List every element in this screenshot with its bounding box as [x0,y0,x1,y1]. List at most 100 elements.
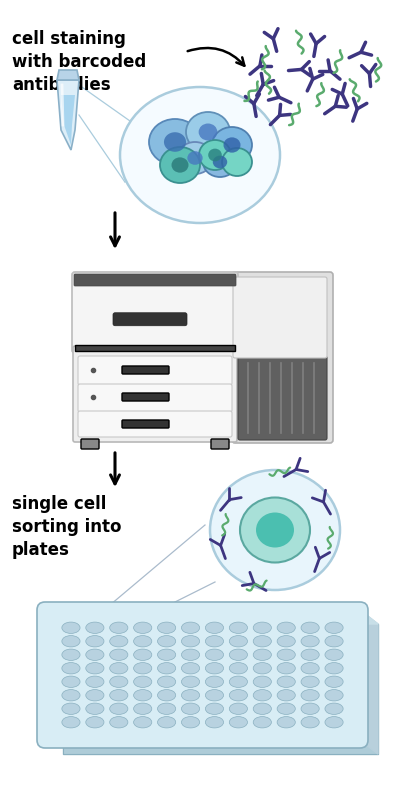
Ellipse shape [62,703,80,714]
Ellipse shape [253,676,271,687]
Ellipse shape [229,649,248,661]
Text: cell staining
with barcoded
antibodies: cell staining with barcoded antibodies [12,30,146,94]
Ellipse shape [186,112,230,152]
Ellipse shape [325,703,343,714]
Ellipse shape [86,717,104,728]
Ellipse shape [240,498,310,562]
Polygon shape [61,95,75,145]
FancyBboxPatch shape [37,602,368,748]
Ellipse shape [253,649,271,661]
Ellipse shape [205,622,224,634]
Ellipse shape [205,649,224,661]
Ellipse shape [229,690,248,701]
Ellipse shape [158,649,176,661]
FancyBboxPatch shape [75,345,235,351]
FancyBboxPatch shape [72,272,238,353]
Ellipse shape [229,676,248,687]
Ellipse shape [301,690,319,701]
Ellipse shape [134,622,152,634]
Ellipse shape [158,622,176,634]
Ellipse shape [253,717,271,728]
Ellipse shape [86,649,104,661]
Ellipse shape [205,690,224,701]
FancyBboxPatch shape [122,420,169,428]
Ellipse shape [229,717,248,728]
Ellipse shape [325,676,343,687]
Ellipse shape [158,662,176,674]
FancyBboxPatch shape [233,277,327,358]
FancyBboxPatch shape [81,439,99,449]
Ellipse shape [62,717,80,728]
Ellipse shape [110,676,128,687]
Ellipse shape [325,622,343,634]
Ellipse shape [325,717,343,728]
Ellipse shape [182,662,200,674]
Polygon shape [57,70,79,80]
FancyBboxPatch shape [122,366,169,374]
Ellipse shape [277,690,295,701]
Ellipse shape [205,635,224,647]
Ellipse shape [86,676,104,687]
Ellipse shape [86,635,104,647]
Ellipse shape [182,635,200,647]
FancyBboxPatch shape [74,274,236,286]
Ellipse shape [120,87,280,223]
Ellipse shape [229,703,248,714]
FancyBboxPatch shape [78,411,232,437]
Ellipse shape [229,635,248,647]
Polygon shape [360,610,378,754]
Ellipse shape [172,158,188,173]
Ellipse shape [110,649,128,661]
Ellipse shape [325,649,343,661]
Ellipse shape [325,690,343,701]
Ellipse shape [277,662,295,674]
Ellipse shape [277,635,295,647]
Ellipse shape [86,662,104,674]
Ellipse shape [203,147,237,177]
Ellipse shape [277,703,295,714]
Ellipse shape [110,662,128,674]
Ellipse shape [253,622,271,634]
FancyBboxPatch shape [122,393,169,401]
Ellipse shape [110,717,128,728]
Ellipse shape [253,703,271,714]
Ellipse shape [177,142,213,174]
Ellipse shape [110,622,128,634]
Ellipse shape [158,703,176,714]
Ellipse shape [86,622,104,634]
Ellipse shape [182,717,200,728]
Ellipse shape [205,676,224,687]
Ellipse shape [134,662,152,674]
FancyBboxPatch shape [73,346,237,442]
Ellipse shape [62,649,80,661]
Ellipse shape [208,149,222,162]
Ellipse shape [62,662,80,674]
Ellipse shape [277,622,295,634]
Ellipse shape [256,513,294,547]
Ellipse shape [110,703,128,714]
Ellipse shape [134,717,152,728]
Ellipse shape [301,635,319,647]
Ellipse shape [187,151,203,165]
Ellipse shape [325,635,343,647]
Ellipse shape [62,635,80,647]
Ellipse shape [182,703,200,714]
Text: single cell
sorting into
plates: single cell sorting into plates [12,495,122,558]
Ellipse shape [164,132,186,152]
Ellipse shape [158,676,176,687]
Ellipse shape [62,690,80,701]
Ellipse shape [301,703,319,714]
FancyBboxPatch shape [238,356,327,440]
Polygon shape [63,624,378,754]
Ellipse shape [213,156,227,168]
Ellipse shape [199,123,217,141]
Ellipse shape [134,649,152,661]
Ellipse shape [62,622,80,634]
Ellipse shape [277,649,295,661]
Ellipse shape [210,470,340,590]
FancyBboxPatch shape [78,384,232,412]
Ellipse shape [222,148,252,176]
Ellipse shape [86,703,104,714]
Ellipse shape [229,622,248,634]
FancyBboxPatch shape [78,356,232,385]
